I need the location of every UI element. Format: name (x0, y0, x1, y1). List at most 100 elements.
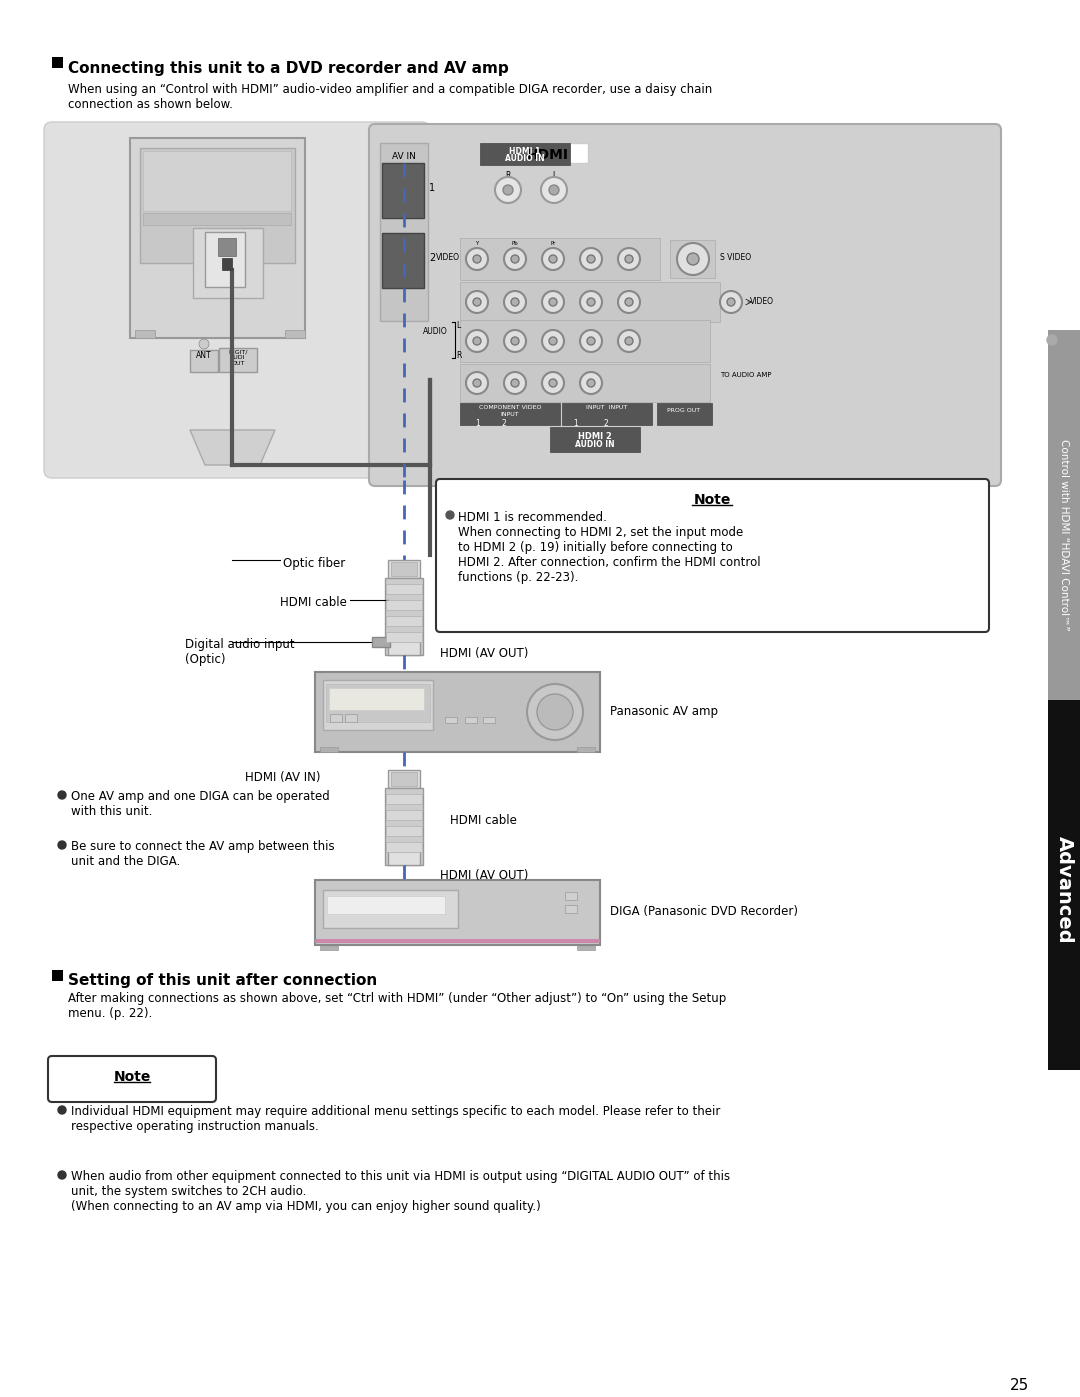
FancyBboxPatch shape (44, 122, 430, 478)
Text: VIDEO: VIDEO (750, 298, 774, 306)
Bar (460, 282, 720, 321)
Text: One AV amp and one DIGA can be operated
with this unit.: One AV amp and one DIGA can be operated … (71, 789, 329, 819)
Circle shape (677, 243, 708, 275)
Bar (143, 151, 291, 211)
Bar (315, 880, 600, 944)
Bar (391, 773, 417, 787)
Circle shape (625, 256, 633, 263)
Circle shape (580, 330, 602, 352)
Text: Digital audio input
(Optic): Digital audio input (Optic) (185, 638, 295, 666)
Bar (388, 560, 420, 578)
Text: Control with HDMI “HDAVI Control™”: Control with HDMI “HDAVI Control™” (1059, 439, 1069, 631)
Text: After making connections as shown above, set “Ctrl with HDMI” (under “Other adju: After making connections as shown above,… (68, 992, 726, 1020)
Circle shape (58, 1171, 66, 1179)
Text: DIGIT/: DIGIT/ (228, 349, 247, 353)
Circle shape (720, 291, 742, 313)
Text: INPUT: INPUT (501, 412, 519, 416)
Bar (384, 788, 423, 865)
Circle shape (527, 685, 583, 740)
Circle shape (549, 184, 559, 196)
Bar (657, 402, 712, 425)
Circle shape (549, 337, 557, 345)
Text: Pb: Pb (512, 242, 518, 246)
Bar (460, 402, 561, 425)
Text: AUDIO: AUDIO (423, 327, 448, 337)
Circle shape (542, 372, 564, 394)
Bar (345, 714, 357, 722)
Polygon shape (190, 430, 275, 465)
Text: 2: 2 (429, 253, 435, 263)
Circle shape (542, 291, 564, 313)
Circle shape (588, 379, 595, 387)
Circle shape (473, 337, 481, 345)
Text: S VIDEO: S VIDEO (720, 253, 751, 263)
Text: ANT: ANT (197, 352, 212, 360)
Circle shape (58, 841, 66, 849)
Circle shape (542, 330, 564, 352)
Text: HDMI (AV OUT): HDMI (AV OUT) (440, 869, 528, 882)
Circle shape (618, 249, 640, 270)
Circle shape (504, 249, 526, 270)
Circle shape (58, 1106, 66, 1113)
Text: OUT: OUT (231, 360, 245, 366)
Circle shape (1047, 335, 1057, 345)
Text: HDMI (AV OUT): HDMI (AV OUT) (440, 647, 528, 659)
Text: INPUT  INPUT: INPUT INPUT (586, 405, 627, 409)
Circle shape (465, 372, 488, 394)
Bar (460, 237, 660, 279)
Circle shape (504, 291, 526, 313)
Bar (465, 717, 477, 724)
Text: Note: Note (693, 493, 731, 507)
Circle shape (473, 379, 481, 387)
FancyBboxPatch shape (436, 479, 989, 631)
Circle shape (549, 298, 557, 306)
Text: HDMI 1: HDMI 1 (510, 147, 541, 156)
FancyBboxPatch shape (369, 124, 1001, 486)
Bar (460, 365, 710, 402)
Circle shape (465, 291, 488, 313)
Bar (315, 672, 600, 752)
Circle shape (511, 337, 519, 345)
Bar (386, 599, 422, 610)
Bar (480, 142, 570, 165)
Bar (565, 905, 577, 914)
Bar (386, 616, 422, 626)
Circle shape (58, 791, 66, 799)
Bar (135, 330, 156, 338)
Circle shape (588, 337, 595, 345)
Circle shape (495, 177, 521, 203)
Bar (193, 228, 264, 298)
Circle shape (580, 249, 602, 270)
Circle shape (537, 694, 573, 731)
Bar (670, 240, 715, 278)
Bar (52, 57, 63, 68)
Bar (327, 895, 445, 914)
Bar (577, 747, 595, 752)
Bar (320, 747, 338, 752)
Text: Advanced: Advanced (1054, 837, 1074, 944)
Bar (205, 232, 245, 286)
Bar (372, 637, 390, 647)
Circle shape (625, 298, 633, 306)
Circle shape (446, 511, 454, 520)
Bar (329, 687, 424, 710)
Text: R: R (505, 170, 511, 180)
Text: HDMI: HDMI (527, 148, 569, 162)
Text: Panasonic AV amp: Panasonic AV amp (610, 705, 718, 718)
Circle shape (504, 372, 526, 394)
Circle shape (504, 330, 526, 352)
Circle shape (549, 256, 557, 263)
Text: HDMI (AV IN): HDMI (AV IN) (245, 771, 321, 785)
Text: HDMI 1 is recommended.
When connecting to HDMI 2, set the input mode
to HDMI 2 (: HDMI 1 is recommended. When connecting t… (458, 511, 760, 584)
Circle shape (511, 379, 519, 387)
Bar (386, 810, 422, 820)
Text: Pr: Pr (551, 242, 556, 246)
Bar (380, 142, 428, 321)
Bar (323, 890, 458, 928)
Circle shape (580, 372, 602, 394)
Text: COMPONENT VIDEO: COMPONENT VIDEO (478, 405, 541, 409)
Bar (388, 641, 420, 655)
Text: When audio from other equipment connected to this unit via HDMI is output using : When audio from other equipment connecte… (71, 1171, 730, 1213)
Circle shape (465, 249, 488, 270)
Bar (382, 163, 424, 218)
